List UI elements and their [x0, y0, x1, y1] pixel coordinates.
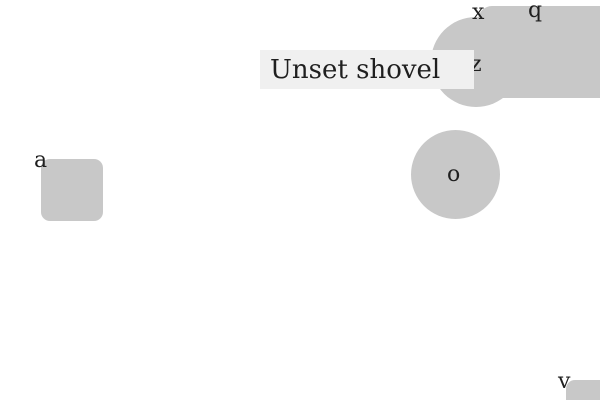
tooltip: Unset shovel — [260, 50, 474, 89]
rounded-rect-q[interactable] — [478, 6, 600, 98]
label-v: v — [558, 369, 571, 394]
label-a: a — [34, 148, 48, 173]
circle-o[interactable] — [411, 130, 500, 219]
label-z: z — [470, 52, 482, 77]
rounded-rect-v[interactable] — [566, 380, 600, 400]
square-a[interactable] — [41, 159, 103, 221]
label-q: q — [528, 0, 543, 23]
label-x: x — [472, 0, 485, 25]
label-o: o — [447, 162, 461, 187]
